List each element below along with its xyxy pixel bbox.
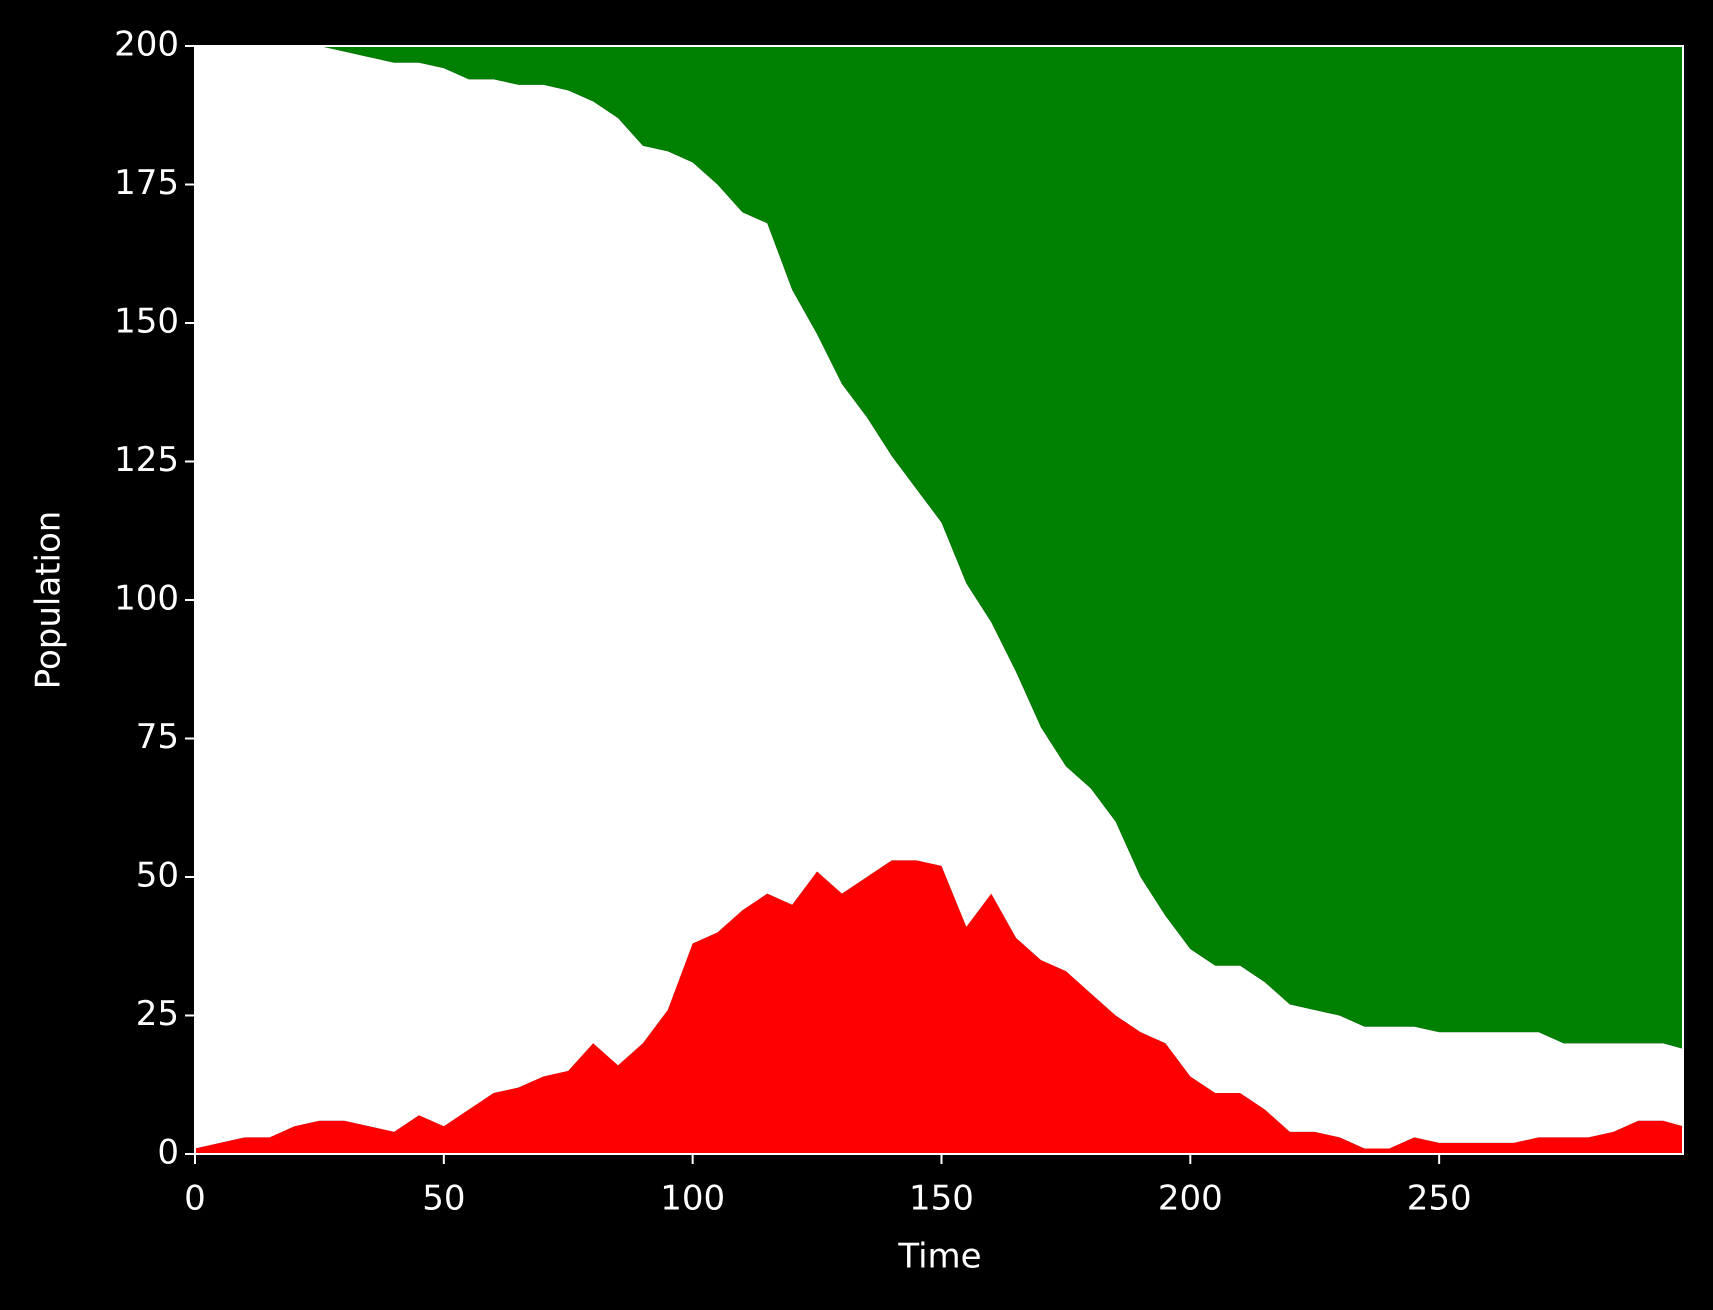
y-tick-label: 150 [114,302,179,342]
area [195,46,1683,1149]
y-tick-label: 75 [136,717,179,757]
x-tick-label: 150 [909,1179,974,1219]
x-tick-label: 0 [184,1179,206,1219]
y-tick-label: 25 [136,994,179,1034]
x-axis-label: Time [897,1237,981,1277]
x-tick-label: 200 [1158,1179,1223,1219]
y-tick-label: 0 [157,1133,179,1173]
y-tick-label: 175 [114,163,179,203]
x-tick-label: 50 [422,1179,465,1219]
x-tick-label: 100 [660,1179,725,1219]
y-axis-label: Population [29,511,69,690]
area [195,860,1683,1154]
area [195,46,1683,1049]
y-tick-label: 50 [136,856,179,896]
y-tick-label: 125 [114,440,179,480]
x-tick-label: 250 [1407,1179,1472,1219]
y-tick-label: 100 [114,579,179,619]
y-tick-label: 200 [114,25,179,65]
